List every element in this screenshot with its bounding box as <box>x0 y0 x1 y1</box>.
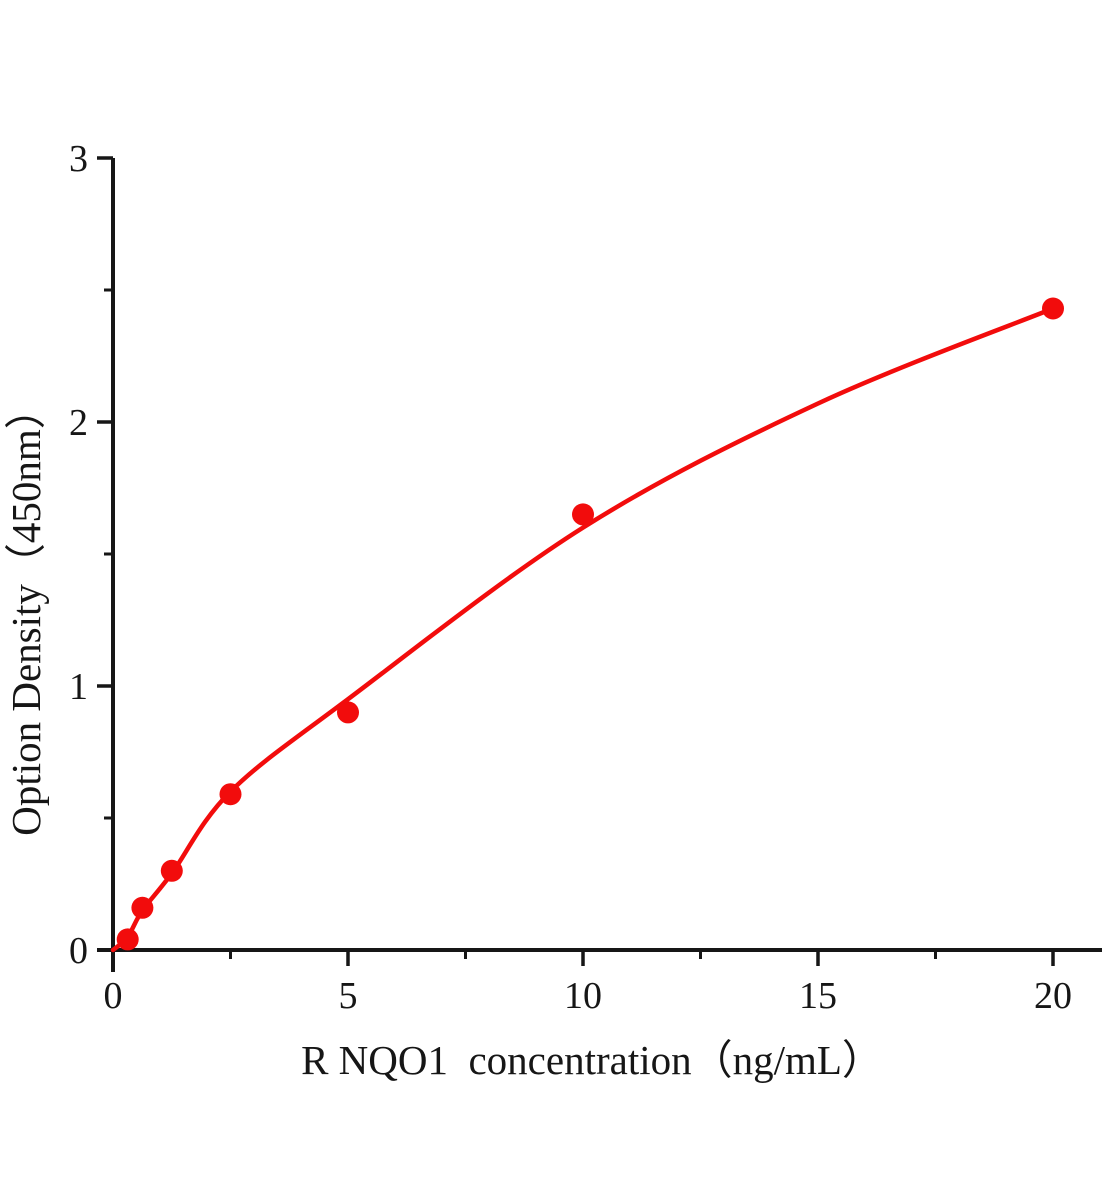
fitted-curve <box>110 306 1056 953</box>
y-tick-label: 2 <box>69 402 88 444</box>
data-point-marker <box>131 896 154 919</box>
data-point-marker <box>337 701 359 724</box>
x-tick-label: 20 <box>1034 975 1072 1017</box>
y-tick-label: 0 <box>69 930 88 972</box>
x-tick-label: 10 <box>564 975 602 1017</box>
y-tick-label: 3 <box>69 138 88 180</box>
plot-area: 0 5 10 15 20 0 1 2 3 <box>69 138 1102 1017</box>
x-axis-title: R NQO1 concentration（ng/mL） <box>301 1037 883 1083</box>
x-tick-label: 5 <box>339 975 358 1017</box>
x-tick-label: 15 <box>799 975 837 1017</box>
x-tick-label: 0 <box>104 975 123 1017</box>
y-tick-label: 1 <box>69 666 88 708</box>
data-point-marker <box>1042 297 1064 320</box>
data-point-marker <box>572 503 594 526</box>
y-axis-title: Option Density（450nm） <box>3 388 49 836</box>
data-point-marker <box>160 859 183 882</box>
data-point-marker <box>116 928 139 951</box>
data-point-marker <box>219 783 242 806</box>
